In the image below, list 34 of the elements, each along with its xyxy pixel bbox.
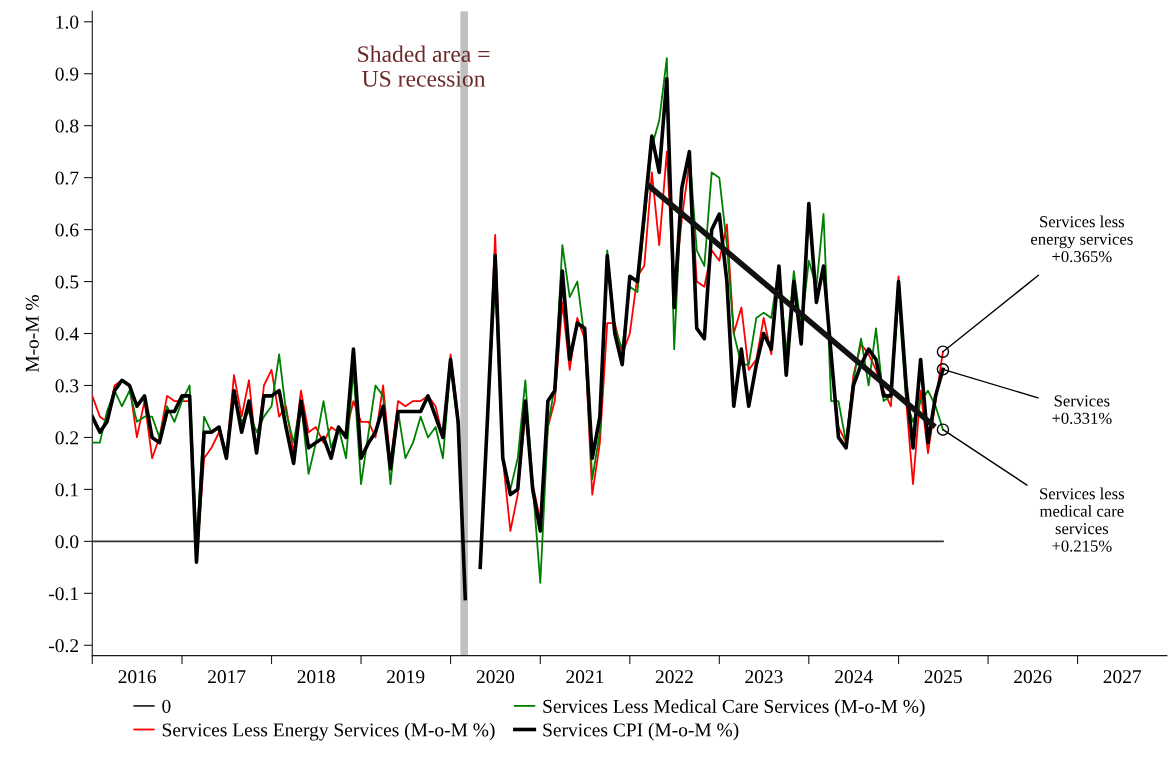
annotation: Services less energy services +0.365%: [1031, 215, 1133, 263]
y-tick-label: 0.6: [55, 223, 79, 237]
y-tick-label: 0.2: [55, 431, 79, 445]
annotation: Services +0.331%: [1052, 395, 1112, 424]
y-tick-label: 0.8: [55, 119, 79, 133]
x-tick-label: 2026: [1014, 670, 1052, 684]
y-tick-label: 0.9: [55, 67, 79, 81]
x-tick-label: 2024: [835, 670, 873, 684]
legend-label: Services CPI (M-o-M %): [543, 722, 739, 741]
y-tick-label: 0.5: [55, 275, 79, 289]
y-tick-label: 0.4: [55, 327, 79, 341]
legend-label: 0: [162, 699, 171, 713]
y-tick-label: -0.2: [49, 639, 79, 653]
legend-label: Services Less Energy Services (M-o-M %): [162, 722, 495, 741]
x-tick-label: 2023: [745, 670, 783, 684]
y-axis-title: M-o-M %: [25, 295, 39, 373]
y-tick-label: 0.0: [55, 535, 79, 549]
annotation: Shaded area = US recession: [358, 45, 490, 87]
x-tick-label: 2027: [1103, 670, 1142, 684]
x-tick-label: 2022: [655, 670, 693, 684]
x-tick-label: 2019: [387, 670, 425, 684]
y-tick-label: 0.7: [55, 171, 79, 185]
y-tick-label: 0.1: [55, 483, 78, 497]
y-tick-label: 0.3: [55, 379, 79, 393]
y-tick-label: -0.1: [49, 587, 78, 601]
legend-label: Services Less Medical Care Services (M-o-M %): [543, 699, 925, 717]
annotation: Services less medical care services +0.215%: [1039, 487, 1125, 552]
x-tick-label: 2016: [118, 670, 157, 684]
x-tick-label: 2017: [208, 670, 246, 684]
x-tick-label: 2025: [924, 670, 962, 684]
x-tick-label: 2020: [476, 670, 515, 684]
y-tick-label: 1.0: [56, 15, 79, 29]
x-tick-label: 2021: [566, 670, 604, 684]
x-tick-label: 2018: [297, 670, 335, 684]
